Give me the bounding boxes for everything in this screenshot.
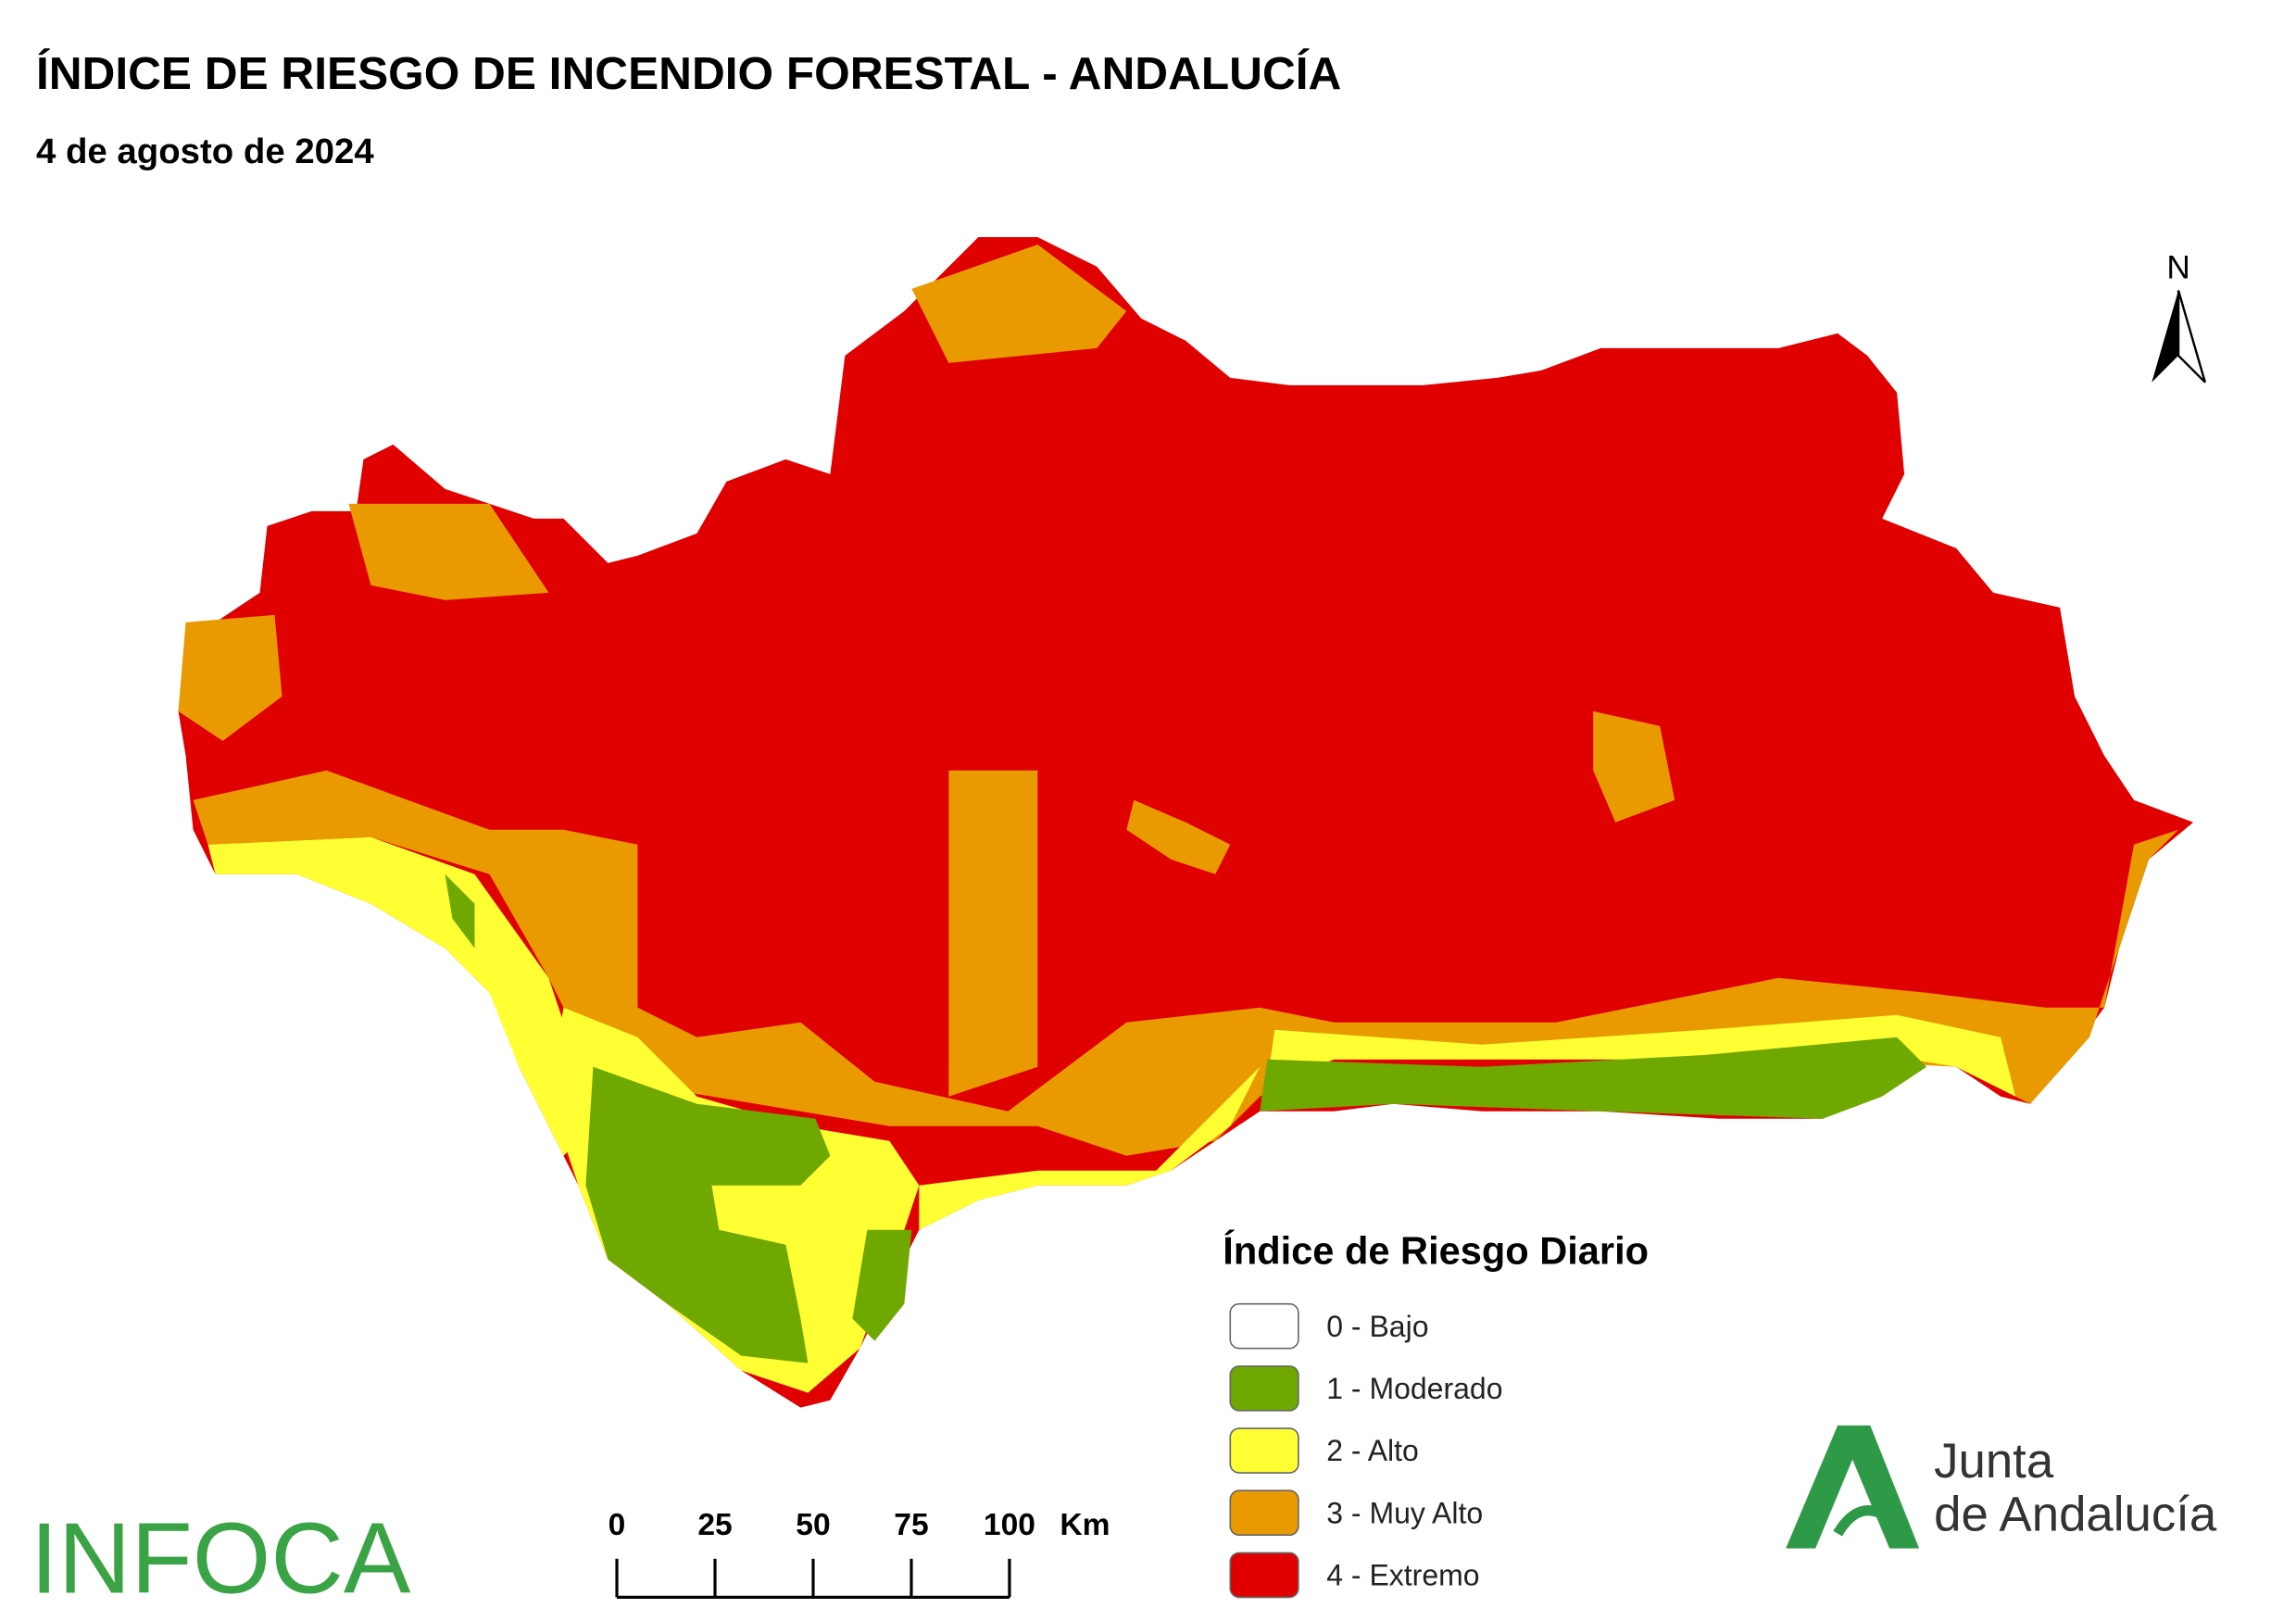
title: ÍNDICE DE RIESGO DE INCENDIO FORESTAL - … [36,47,1341,99]
legend-label: 0 - Bajo [1326,1310,1428,1343]
region-muy-alto [1593,710,1675,823]
region-muy-alto [348,503,549,600]
north-arrow [2152,290,2179,383]
scale-unit: Km [1060,1508,1110,1542]
scale-label: 25 [697,1508,732,1542]
scale-label: 100 [984,1508,1035,1542]
junta-text: Junta [1934,1434,2054,1489]
region-alto [1267,1014,2016,1097]
junta-text: de Andalucía [1934,1487,2217,1541]
legend-label: 2 - Alto [1326,1434,1419,1467]
legend-label: 4 - Extremo [1326,1559,1479,1592]
subtitle: 4 de agosto de 2024 [36,132,374,171]
legend-label: 3 - Muy Alto [1326,1496,1483,1529]
region-alto [919,1066,1261,1230]
junta-logo: Junta de Andalucía [1786,1425,2217,1549]
scale-bar: 0 25 50 75 100 Km [609,1508,1110,1600]
region-muy-alto [178,614,282,741]
region-moderado [1260,1037,1927,1119]
scale-label: 0 [609,1508,626,1542]
junta-mark [1833,1505,1893,1537]
junta-mark [1786,1425,1920,1549]
map [178,236,2194,1408]
legend-swatch [1229,1552,1299,1599]
legend: 0 - Bajo 1 - Moderado 2 - Alto 3 - Muy Alto… [1229,1302,1503,1599]
north-label: N [2166,250,2189,286]
region-moderado [852,1229,912,1341]
legend-swatch [1229,1302,1299,1350]
scale-label: 50 [796,1508,830,1542]
region-moderado [585,1066,831,1363]
region-moderado [445,873,475,949]
legend-title: Índice de Riesgo Diario [1223,1228,1649,1272]
legend-swatch [1229,1365,1299,1412]
legend-label: 1 - Moderado [1326,1372,1502,1405]
north-arrow [2177,290,2206,383]
region-muy-alto [1126,799,1231,874]
legend-swatch [1229,1427,1299,1474]
scale-label: 75 [894,1508,928,1542]
region-muy-alto [948,770,1038,1097]
legend-swatch [1229,1489,1299,1537]
infoca-logo: INFOCA [31,1503,411,1615]
region-muy-alto [911,244,1127,363]
region-alto [207,836,594,1156]
